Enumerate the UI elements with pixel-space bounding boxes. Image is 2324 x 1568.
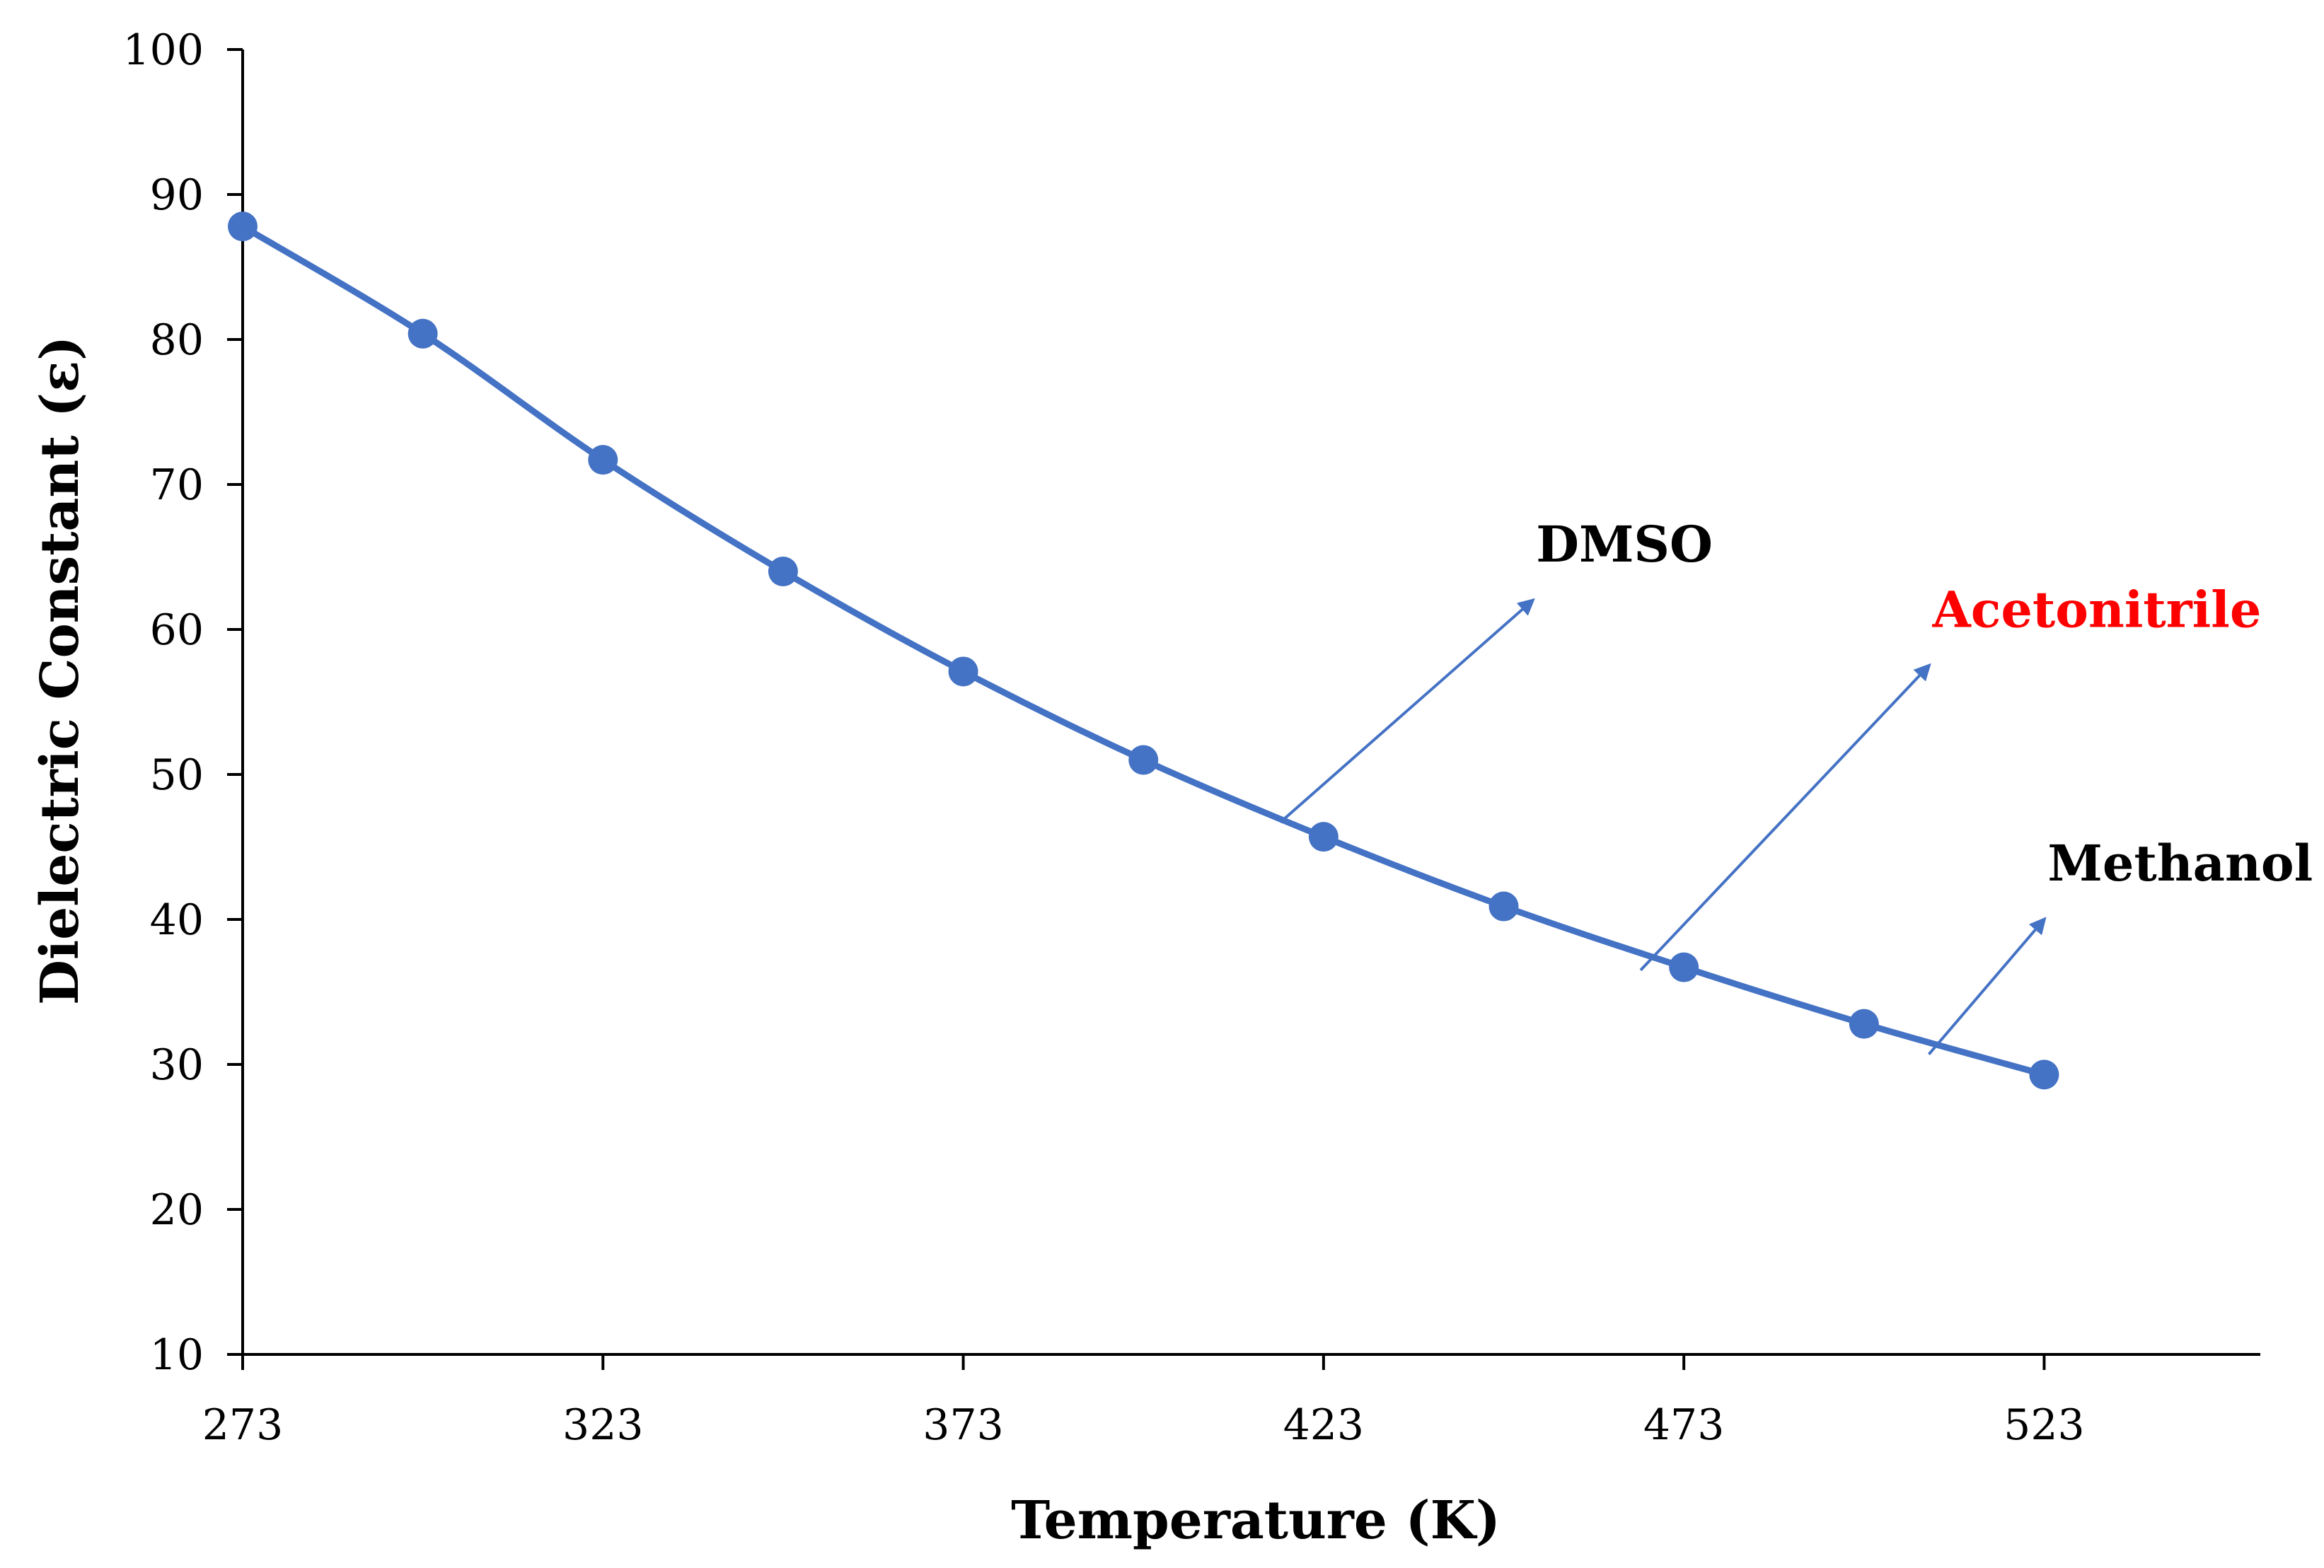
y-tick-label: 10 (150, 1330, 204, 1380)
annotation-layer: DMSO Acetonitrile Methanol (1279, 515, 2313, 1055)
y-tick-label: 40 (150, 895, 204, 945)
y-tick-label: 30 (150, 1040, 204, 1090)
data-point (407, 318, 438, 349)
y-tick-label: 50 (150, 750, 204, 800)
data-point (948, 656, 978, 687)
y-axis: 10 20 30 40 50 60 70 80 90 100 (122, 25, 244, 1380)
x-axis-title: Temperature (K) (1011, 1490, 1501, 1551)
x-tick-label: 273 (202, 1400, 284, 1450)
y-tick-label: 90 (150, 170, 204, 220)
x-tick-label: 323 (562, 1400, 644, 1450)
y-tick-label: 60 (150, 605, 204, 655)
annotation-arrow (1279, 598, 1535, 824)
data-point (1849, 1009, 1879, 1039)
x-axis: 273 323 373 423 473 523 (202, 1353, 2260, 1450)
data-point (588, 445, 618, 475)
x-tick-label: 523 (2004, 1400, 2085, 1450)
y-tick-label: 70 (150, 460, 204, 510)
annotation-arrow (1927, 917, 2047, 1055)
y-tick-label: 20 (150, 1185, 204, 1235)
series-line (239, 223, 2047, 1078)
x-tick-label: 373 (923, 1400, 1004, 1450)
data-point (2029, 1059, 2059, 1090)
series-layer (228, 211, 2059, 1090)
data-point (1669, 952, 1699, 982)
data-point (768, 557, 798, 586)
annotation-arrow (1639, 663, 1931, 972)
y-tick-label: 80 (150, 315, 204, 365)
x-tick-label: 423 (1283, 1400, 1365, 1450)
x-tick-label: 473 (1643, 1400, 1725, 1450)
annotation-label: Methanol (2047, 834, 2313, 893)
annotation-label: DMSO (1536, 515, 1713, 574)
data-point (228, 211, 258, 242)
y-axis-title: Dielectric Constant (ε) (30, 336, 91, 1005)
y-tick-label: 100 (122, 25, 204, 75)
annotation-label: Acetonitrile (1931, 580, 2261, 639)
data-point (1308, 822, 1339, 852)
data-point (1128, 745, 1159, 775)
data-point (1488, 891, 1519, 922)
